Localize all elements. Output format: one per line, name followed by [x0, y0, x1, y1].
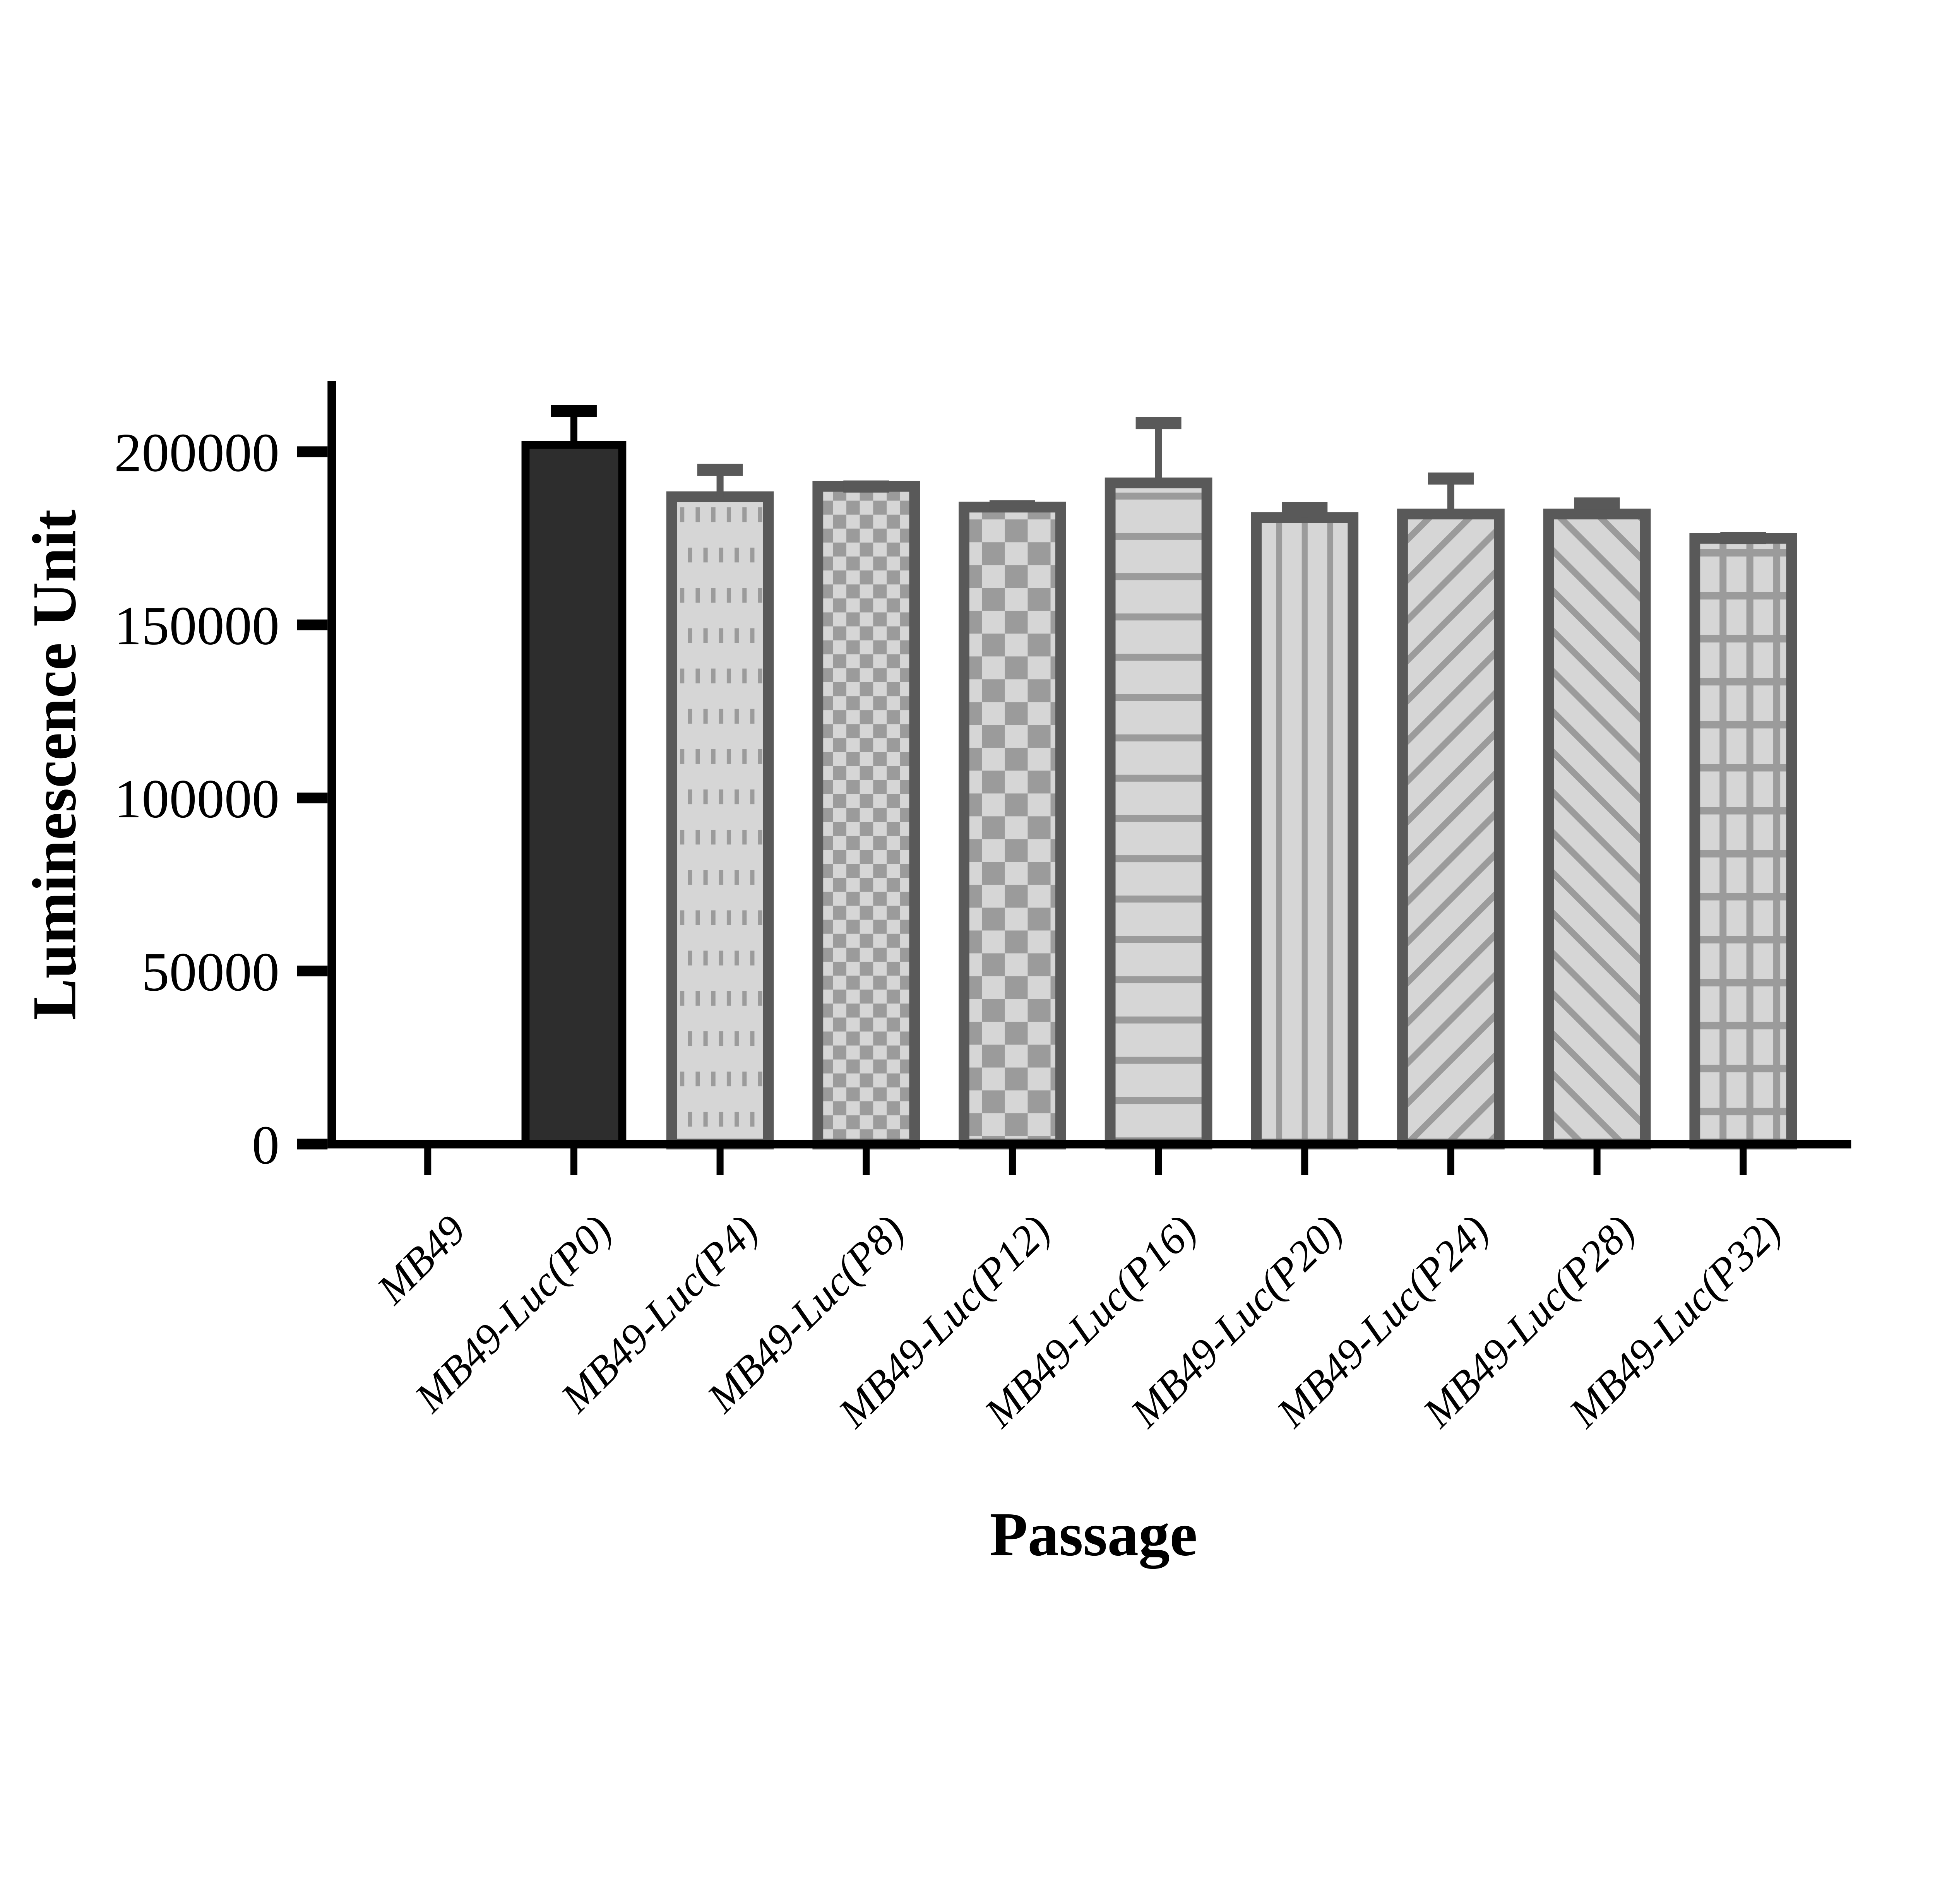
- y-ticks-group: [297, 446, 328, 1150]
- error-bar-cap: [1574, 497, 1620, 510]
- y-tick-label: 50000: [142, 941, 279, 1002]
- x-ticks-group: [424, 1148, 1747, 1175]
- error-bar-cap: [1135, 417, 1182, 430]
- error-bar-cap: [843, 480, 889, 493]
- error-bar-cap: [697, 464, 743, 476]
- bar: [812, 481, 920, 1150]
- bar: [1689, 533, 1797, 1150]
- bars-group: [521, 440, 1797, 1150]
- y-tick-labels-group: 0 50000 100000 150000 200000: [114, 422, 279, 1175]
- error-bar-cap: [1428, 472, 1474, 485]
- error-bars-group: [551, 405, 1766, 544]
- error-bar-cap: [989, 500, 1035, 512]
- plot-area: 0 50000 100000 150000 200000 MB49MB49-Luc(P0…: [19, 381, 1851, 1569]
- bar: [1251, 512, 1359, 1150]
- y-tick-label: 150000: [114, 595, 279, 656]
- bar: [666, 491, 774, 1150]
- y-tick-label: 200000: [114, 422, 279, 483]
- bar: [959, 502, 1066, 1150]
- error-bar-cap: [551, 405, 597, 417]
- y-tick-label: 0: [252, 1114, 279, 1175]
- bar: [521, 440, 627, 1148]
- bar: [1397, 509, 1505, 1150]
- x-axis-title: Passage: [990, 1500, 1197, 1569]
- error-bar-cap: [1720, 532, 1766, 544]
- x-category-label: MB49: [367, 1206, 474, 1313]
- bar: [1104, 477, 1212, 1150]
- x-category-labels-group: MB49MB49-Luc(P0)MB49-Luc(P4)MB49-Luc(P8)…: [367, 1206, 1790, 1437]
- y-axis-title: Luminescence Unit: [19, 509, 89, 1020]
- error-bar-cap: [1282, 502, 1328, 514]
- y-tick-label: 100000: [114, 768, 279, 829]
- bar: [1543, 509, 1651, 1150]
